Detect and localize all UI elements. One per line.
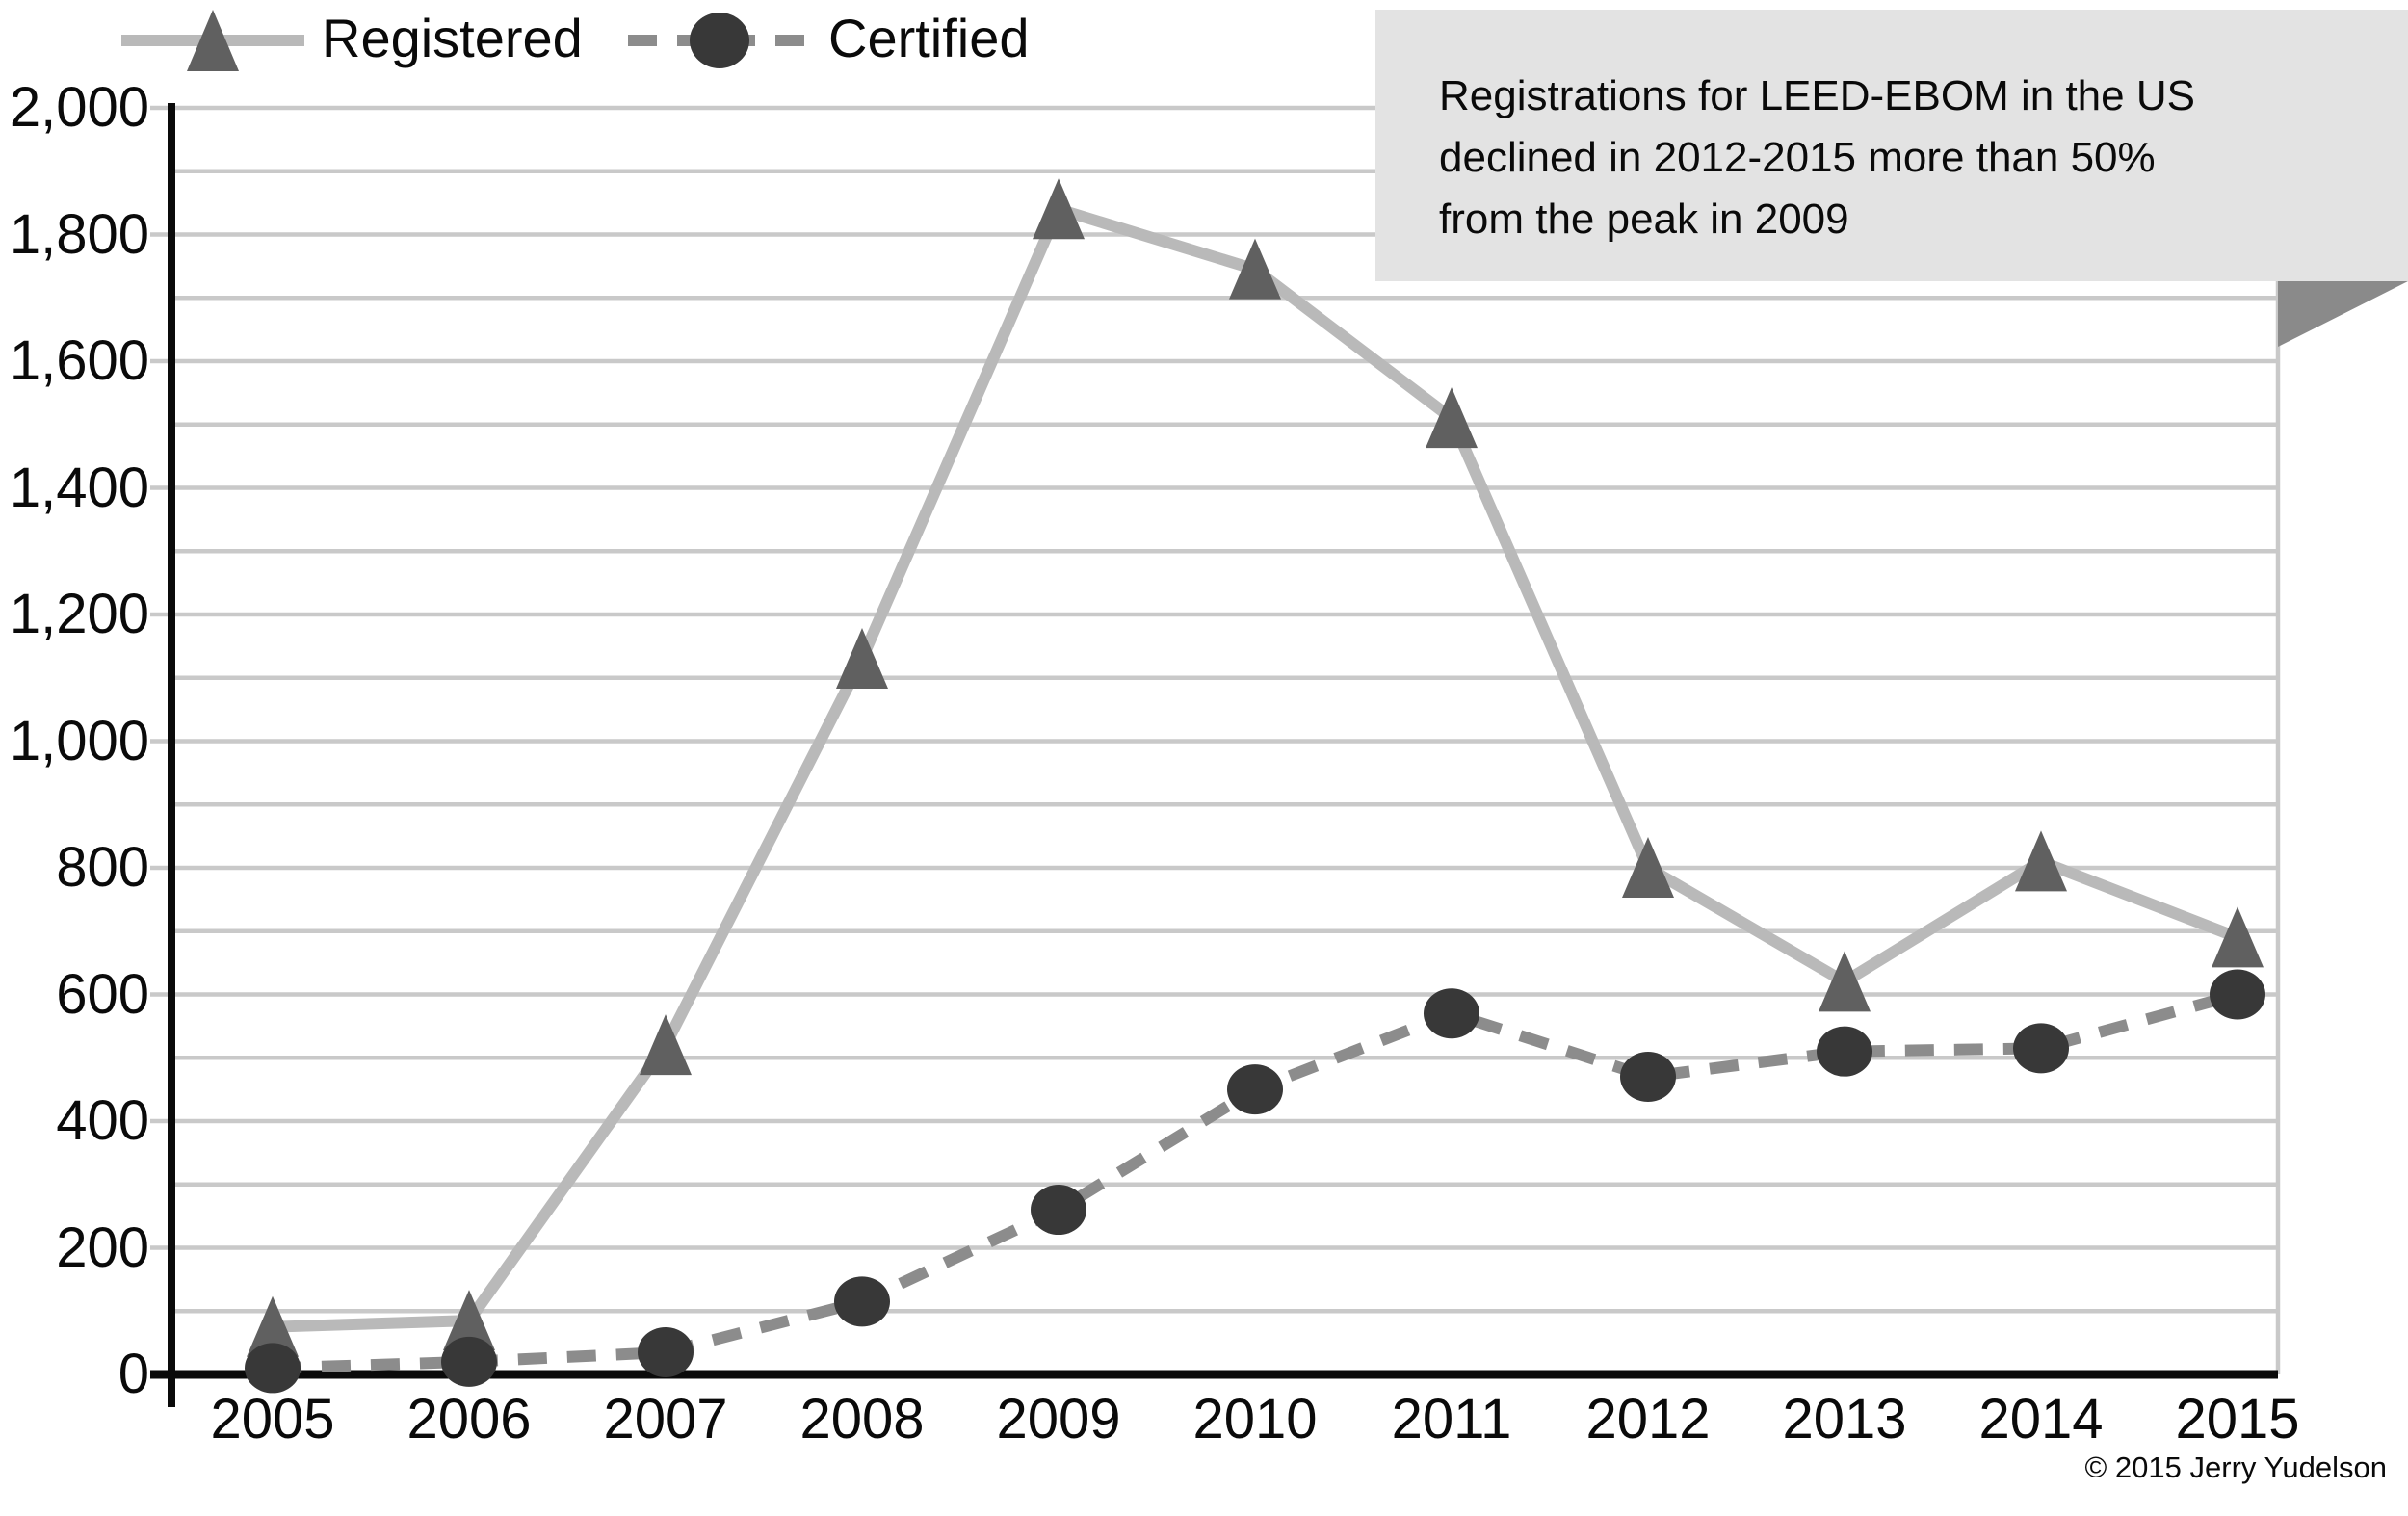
x-axis-tick-label: 2007 [603, 1388, 728, 1451]
y-axis-tick-label: 1,400 [9, 456, 149, 519]
annotation-pointer-icon [2278, 281, 2408, 347]
y-axis-tick-label: 1,800 [9, 202, 149, 266]
certified-marker [1031, 1185, 1086, 1236]
x-axis-tick-label: 2009 [996, 1388, 1121, 1451]
registered-marker [2015, 830, 2067, 892]
x-axis-tick-label: 2010 [1192, 1388, 1318, 1451]
y-axis-tick-label: 200 [56, 1215, 149, 1279]
registered-marker [836, 628, 888, 690]
certified-marker-icon [624, 2, 815, 75]
certified-marker [441, 1336, 497, 1387]
registered-marker [2212, 906, 2264, 968]
registered-marker [1229, 238, 1281, 300]
certified-marker [834, 1276, 890, 1327]
copyright-text: © 2015 Jerry Yudelson [2084, 1451, 2387, 1484]
x-axis-tick-label: 2005 [210, 1388, 335, 1451]
legend-item-certified: Certified [624, 2, 1030, 75]
x-axis-tick-label: 2015 [2175, 1388, 2300, 1451]
legend-label-certified: Certified [828, 8, 1030, 68]
certified-marker [2013, 1023, 2069, 1074]
x-axis-tick-label: 2014 [1978, 1388, 2104, 1451]
y-axis-tick-label: 800 [56, 836, 149, 899]
registered-marker [1622, 837, 1674, 898]
annotation-line-1: Registrations for LEED-EBOM in the US [1439, 72, 2195, 119]
certified-marker [1227, 1064, 1283, 1115]
x-axis-tick-label: 2012 [1585, 1388, 1711, 1451]
x-axis-tick-label: 2011 [1391, 1388, 1512, 1451]
y-axis-tick-label: 2,000 [9, 76, 149, 139]
certified-marker [1817, 1026, 1872, 1077]
annotation-line-3: from the peak in 2009 [1439, 196, 1849, 243]
legend: Registered Certified [0, 0, 1156, 77]
certified-marker [1620, 1051, 1676, 1102]
certified-marker [2210, 969, 2265, 1020]
certified-marker [1424, 988, 1479, 1039]
x-axis-tick-label: 2006 [406, 1388, 532, 1451]
registered-marker-icon [118, 2, 308, 75]
legend-item-registered: Registered [118, 2, 583, 75]
registered-line [272, 203, 2240, 1333]
registered-marker [640, 1014, 692, 1076]
registered-marker [443, 1290, 495, 1351]
registered-marker [1426, 387, 1478, 449]
y-axis-tick-label: 1,600 [9, 329, 149, 392]
certified-marker [245, 1343, 301, 1394]
y-axis-tick-label: 1,000 [9, 709, 149, 772]
annotation-line-2: declined in 2012-2015 more than 50% [1439, 134, 2156, 181]
registered-marker [1033, 178, 1085, 240]
registered-marker [1819, 951, 1871, 1012]
annotation-callout: Registrations for LEED-EBOM in the US de… [1375, 10, 2408, 347]
x-axis-tick-label: 2008 [799, 1388, 925, 1451]
y-axis-tick-label: 400 [56, 1089, 149, 1152]
y-axis-tick-label: 600 [56, 962, 149, 1026]
legend-label-registered: Registered [322, 8, 583, 68]
registered-marker [247, 1295, 299, 1357]
certified-marker [638, 1326, 694, 1377]
x-axis-tick-label: 2013 [1782, 1388, 1907, 1451]
y-axis-tick-label: 0 [118, 1343, 149, 1405]
y-axis-tick-label: 1,200 [9, 583, 149, 645]
